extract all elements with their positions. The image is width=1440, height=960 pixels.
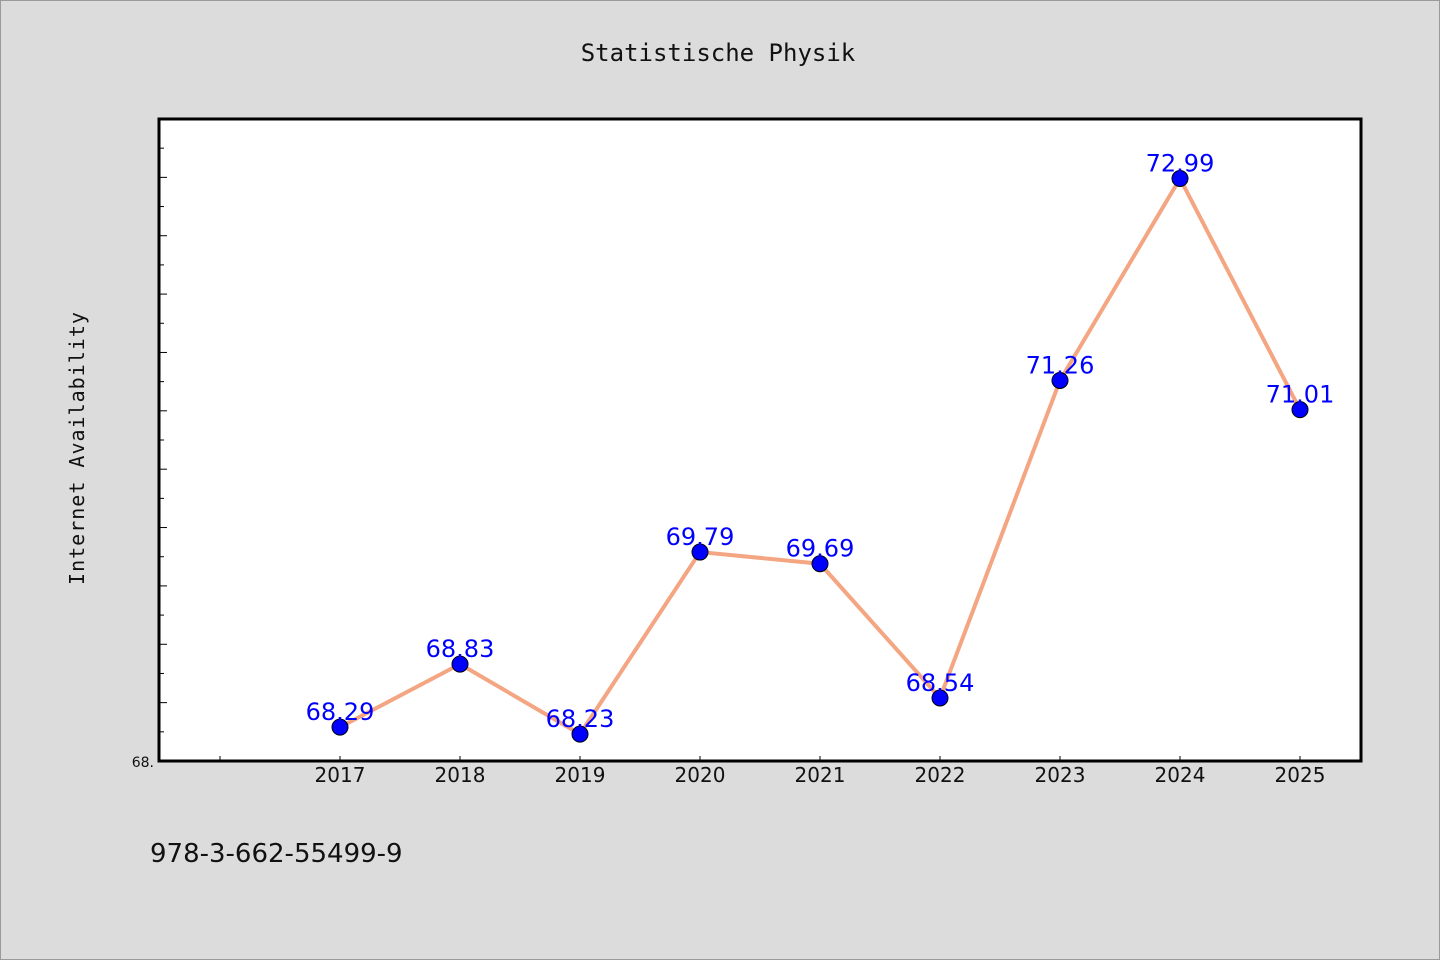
data-label: 68.54 — [906, 669, 975, 697]
y-axis-ticks: 68. — [132, 118, 167, 771]
x-tick-label: 2023 — [1035, 763, 1086, 787]
x-axis-ticks: 2017 2018 2019 2020 2021 2022 2023 2024 2025 — [219, 756, 1326, 787]
x-tick-label: 2022 — [915, 763, 966, 787]
data-label: 71.01 — [1266, 381, 1335, 409]
x-tick-label: 2020 — [675, 763, 726, 787]
y-axis-label: Internet Availability — [65, 311, 89, 585]
data-point — [1051, 371, 1069, 389]
isbn-text: 978-3-662-55499-9 — [150, 839, 403, 869]
x-tick-label: 2021 — [795, 763, 846, 787]
data-point — [1291, 401, 1309, 419]
data-point — [451, 655, 469, 673]
y-tick-label: 68. — [132, 755, 154, 771]
data-point — [691, 543, 709, 561]
x-tick-label: 2018 — [435, 763, 486, 787]
data-point — [1171, 170, 1189, 188]
data-point — [331, 718, 349, 736]
x-tick-label: 2025 — [1275, 763, 1326, 787]
plot-area — [157, 117, 1363, 763]
x-tick-label: 2017 — [315, 763, 366, 787]
data-label: 72.99 — [1146, 150, 1215, 178]
data-label: 68.23 — [546, 705, 615, 733]
data-point — [931, 689, 949, 707]
data-label: 71.26 — [1026, 351, 1095, 379]
data-point — [571, 725, 589, 743]
data-point — [811, 555, 829, 573]
data-label: 69.79 — [666, 523, 735, 551]
x-tick-label: 2019 — [555, 763, 606, 787]
data-label: 68.83 — [426, 635, 495, 663]
series-layer: 68.29 68.83 68.23 69.79 69.69 68.54 71.26 72.99… — [306, 150, 1335, 743]
data-label: 69.69 — [786, 535, 855, 563]
x-tick-label: 2024 — [1155, 763, 1206, 787]
data-label: 68.29 — [306, 698, 375, 726]
chart-title: Statistische Physik — [581, 39, 856, 67]
